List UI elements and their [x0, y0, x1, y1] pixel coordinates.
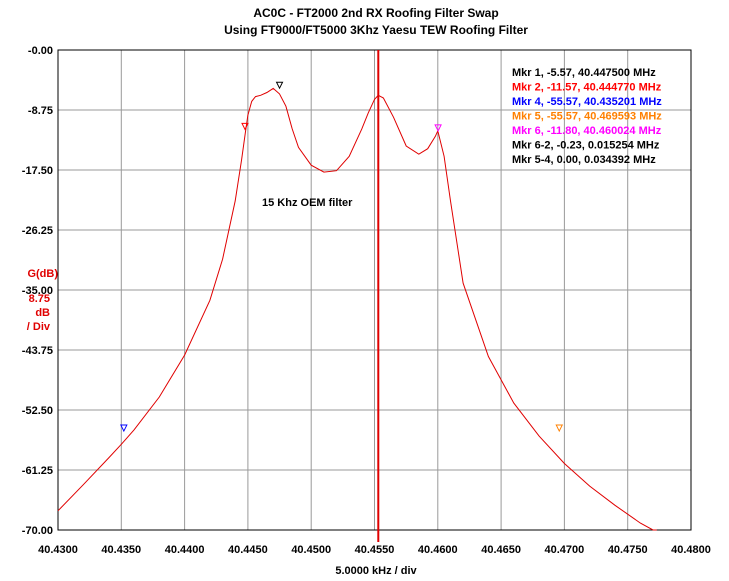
scale-value: 8.75	[29, 293, 50, 305]
marker-readout: Mkr 4, -55.57, 40.435201 MHz	[512, 96, 662, 108]
x-tick-label: 40.4400	[165, 544, 205, 556]
x-tick-label: 40.4300	[38, 544, 78, 556]
marker-readouts: Mkr 1, -5.57, 40.447500 MHz Mkr 2, -11.57…	[512, 67, 662, 166]
marker-readout: Mkr 6-2, -0.23, 0.015254 MHz	[512, 140, 660, 152]
x-tick-label: 40.4500	[291, 544, 331, 556]
y-tick-label: -17.50	[22, 165, 53, 177]
marker-readout: Mkr 5-4, 0.00, 0.034392 MHz	[512, 154, 656, 166]
annotation-label: 15 Khz OEM filter	[262, 197, 353, 209]
y-tick-label: -26.25	[22, 225, 53, 237]
x-tick-label: 40.4750	[608, 544, 648, 556]
plot-frame	[57, 49, 692, 531]
x-tick-label: 40.4450	[228, 544, 268, 556]
marker-triangle	[241, 122, 249, 131]
y-tick-label: -35.00	[22, 285, 53, 297]
series-line	[57, 87, 657, 531]
marker-readout: Mkr 2, -11.57, 40.444770 MHz	[512, 82, 662, 94]
y-tick-label: -43.75	[22, 345, 53, 357]
marker-readout: Mkr 6, -11.80, 40.460024 MHz	[512, 125, 662, 137]
y-tick-label: -52.50	[22, 405, 53, 417]
marker-glyphs	[120, 81, 564, 433]
y-tick-label: -8.75	[28, 105, 53, 117]
y-tick-label: -70.00	[22, 525, 53, 537]
x-tick-label: 40.4600	[418, 544, 458, 556]
marker-triangle	[120, 424, 128, 433]
y-axis-label: G(dB)	[27, 268, 58, 280]
x-tick-label: 40.4800	[671, 544, 711, 556]
x-tick-label: 40.4550	[355, 544, 395, 556]
marker-readout: Mkr 1, -5.57, 40.447500 MHz	[512, 67, 656, 79]
marker-triangle	[434, 124, 442, 133]
y-tick-label: -0.00	[28, 45, 53, 57]
marker-triangle	[275, 81, 284, 90]
x-axis-label: 5.0000 kHz / div	[335, 565, 417, 577]
chart-title: AC0C - FT2000 2nd RX Roofing Filter Swap	[253, 6, 498, 20]
scale-unit: dB	[35, 307, 50, 319]
marker-triangle	[555, 424, 564, 433]
x-tick-label: 40.4350	[101, 544, 141, 556]
y-tick-labels: -0.00 -8.75 -17.50 -26.25 -35.00 -43.75 -52.50…	[22, 45, 53, 537]
chart-subtitle: Using FT9000/FT5000 3Khz Yaesu TEW Roofi…	[224, 23, 528, 37]
x-tick-label: 40.4700	[545, 544, 585, 556]
marker-readout: Mkr 5, -55.57, 40.469593 MHz	[512, 111, 662, 123]
x-tick-label: 40.4650	[481, 544, 521, 556]
scale-per-div: / Div	[27, 321, 51, 333]
y-tick-label: -61.25	[22, 465, 53, 477]
x-tick-labels: 40.4300 40.4350 40.4400 40.4450 40.4500 40.45…	[38, 544, 711, 556]
